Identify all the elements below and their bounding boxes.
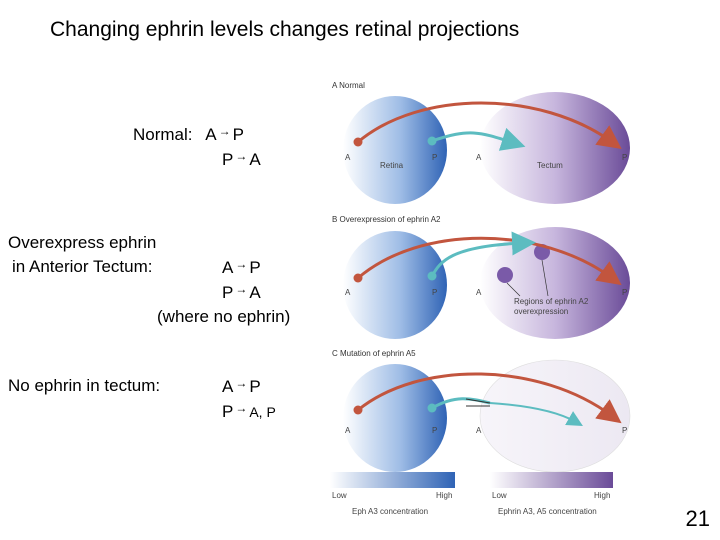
overexpress-heading-2: in Anterior Tectum: [12, 257, 153, 276]
panel-a-tectum [480, 92, 630, 204]
overexpress-row1-from: A [222, 258, 234, 277]
legend-left-caption: Eph A3 concentration [352, 507, 428, 516]
panel-c-retina [343, 364, 447, 472]
page-number: 21 [685, 506, 710, 531]
panel-a-tec-p: P [622, 153, 627, 162]
panel-a-retina-label: Retina [380, 161, 404, 170]
no-ephrin-heading: No ephrin in tectum: [8, 376, 161, 395]
normal-label: Normal: A → P [133, 124, 244, 145]
arrow-icon: → [235, 149, 248, 163]
panel-a-retina [343, 96, 447, 204]
panel-c-red-axon [357, 372, 622, 424]
arrow-icon: → [218, 124, 231, 138]
overexpress-row2: P → A [222, 282, 261, 303]
slide-title: Changing ephrin levels changes retinal p… [50, 18, 520, 41]
overexpress-note: (where no ephrin) [157, 307, 291, 326]
panel-b-pointer-1 [541, 259, 549, 297]
overexpress-heading-1: Overexpress ephrin [8, 233, 157, 252]
no-ephrin-row1-to: P [249, 377, 261, 396]
panel-b-retina [343, 231, 447, 339]
panel-b-region-label-1: Regions of ephrin A2 [514, 297, 589, 306]
panel-c-tec-p: P [622, 426, 627, 435]
legend-right-high: High [594, 491, 610, 500]
panel-b-caption: B Overexpression of ephrin A2 [332, 215, 441, 224]
panel-c-teal-soma [427, 403, 437, 413]
panel-a-ret-a: A [345, 153, 351, 162]
panel-a-red-soma [353, 137, 363, 147]
legend-left-low: Low [332, 491, 347, 500]
panel-b-red-axon [357, 236, 622, 286]
legend-left-high: High [436, 491, 452, 500]
panel-b-teal-soma [427, 271, 437, 281]
arrow-icon: → [235, 282, 248, 296]
no-ephrin-row2-to: A, P [249, 404, 276, 420]
overexpress-row1-to: P [249, 258, 261, 277]
arrow-icon: → [235, 401, 248, 415]
no-ephrin-row2-from: P [222, 402, 234, 421]
no-ephrin-row1-from: A [222, 377, 234, 396]
no-ephrin-row1: A → P [222, 376, 261, 397]
panel-b-tec-p: P [622, 288, 627, 297]
panel-a-tectum-label: Tectum [537, 161, 563, 170]
panel-b-ectopic-region-2 [497, 267, 513, 283]
panel-b-ret-p: P [432, 288, 437, 297]
normal-row2-to: A [249, 150, 261, 169]
panel-a-tec-a: A [476, 153, 482, 162]
no-ephrin-row2: P → A, P [222, 401, 276, 422]
normal-row1-from: A [205, 125, 217, 144]
panel-b-region-label-2: overexpression [514, 307, 568, 316]
legend-right-caption: Ephrin A3, A5 concentration [498, 507, 597, 516]
panel-a-caption: A Normal [332, 81, 365, 90]
overexpress-row2-from: P [222, 283, 234, 302]
panel-a-red-axon [357, 101, 622, 150]
arrow-icon: → [235, 257, 248, 271]
legend-right-low: Low [492, 491, 507, 500]
legend-left-bar [330, 472, 455, 488]
panel-c-ret-a: A [345, 426, 351, 435]
panel-b-tec-a: A [476, 288, 482, 297]
normal-row1-to: P [232, 125, 244, 144]
normal-row2: P → A [222, 149, 261, 170]
panel-c-teal-branch-2 [465, 398, 491, 404]
normal-row2-from: P [222, 150, 234, 169]
panel-c-red-soma [353, 405, 363, 415]
panel-c-caption: C Mutation of ephrin A5 [332, 349, 416, 358]
panel-b-ret-a: A [345, 288, 351, 297]
panel-b-teal-axon [430, 231, 536, 277]
panel-b-red-soma [353, 273, 363, 283]
panel-b-pointer-2 [506, 282, 521, 297]
panel-c-teal-branch-1 [489, 402, 583, 426]
arrow-icon: → [235, 376, 248, 390]
panel-a-ret-p: P [432, 153, 437, 162]
overexpress-row1: A → P [222, 257, 261, 278]
panel-c-ret-p: P [432, 426, 437, 435]
legend-right-bar [490, 472, 613, 488]
panel-c-tec-a: A [476, 426, 482, 435]
panel-a-teal-soma [427, 136, 437, 146]
overexpress-row2-to: A [249, 283, 261, 302]
panel-a-teal-axon [431, 127, 526, 151]
normal-heading: Normal: [133, 125, 193, 144]
